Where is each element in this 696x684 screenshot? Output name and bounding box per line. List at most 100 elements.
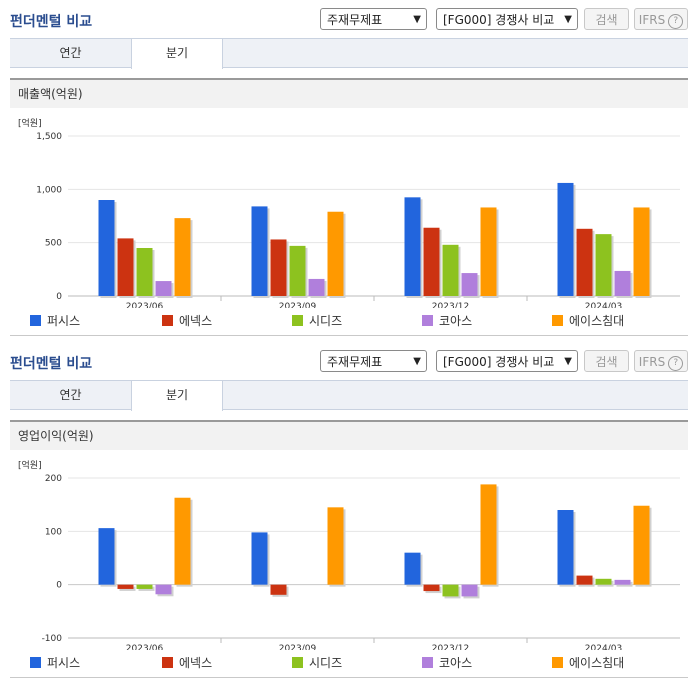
bar: [98, 200, 115, 296]
x-tick-label: 2023/12: [432, 302, 469, 308]
legend-label: 코아스: [439, 314, 473, 328]
legend-label: 퍼시스: [47, 656, 81, 670]
unit-label: [억원]: [18, 459, 42, 471]
bar: [576, 228, 593, 296]
search-button[interactable]: 검색: [584, 350, 629, 372]
bar: [461, 273, 478, 296]
y-tick-label: 0: [56, 292, 62, 302]
legend-swatch: [422, 657, 433, 668]
statement-type-select[interactable]: 주재무제표 ▼: [320, 350, 427, 372]
search-button[interactable]: 검색: [584, 8, 629, 30]
chart-title: 영업이익(억원): [10, 420, 688, 450]
bar: [117, 584, 134, 589]
peer-group-value: [FG000] 경쟁사 비교: [443, 355, 555, 369]
y-tick-label: 0: [56, 581, 62, 591]
legend-swatch: [162, 315, 173, 326]
legend-item[interactable]: 에이스침대: [552, 654, 624, 671]
legend-label: 에이스침대: [569, 314, 625, 328]
bar: [423, 227, 440, 296]
bar: [576, 575, 593, 585]
search-button-label: 검색: [595, 355, 618, 369]
bar: [404, 197, 421, 296]
bar: [136, 248, 153, 296]
bar: [633, 207, 650, 296]
tab-quarterly-label: 분기: [165, 46, 189, 60]
help-icon[interactable]: ?: [668, 356, 684, 371]
chart-legend: 퍼시스 에넥스 시디즈 코아스 에이스침대: [30, 312, 670, 330]
peer-group-select[interactable]: [FG000] 경쟁사 비교 ▼: [436, 350, 578, 372]
bar: [136, 584, 153, 589]
unit-label: [억원]: [18, 117, 42, 129]
x-tick-label: 2023/12: [432, 644, 469, 650]
x-tick-label: 2023/06: [126, 302, 164, 308]
section-title: 펀더멘털 비교: [10, 356, 93, 372]
bar: [155, 281, 172, 296]
fundamental-section-2: 펀더멘털 비교 주재무제표 ▼ [FG000] 경쟁사 비교 ▼ 검색 IFRS…: [0, 342, 696, 684]
legend-swatch: [162, 657, 173, 668]
bar: [251, 206, 268, 296]
peer-group-select[interactable]: [FG000] 경쟁사 비교 ▼: [436, 8, 578, 30]
y-tick-label: 500: [45, 239, 62, 249]
x-tick-label: 2023/09: [279, 302, 317, 308]
bar: [117, 238, 134, 296]
bar: [98, 528, 115, 585]
legend-item[interactable]: 에넥스: [162, 312, 212, 329]
period-tabs: 연간 분기: [10, 380, 688, 411]
bar: [480, 207, 497, 296]
chevron-down-icon: ▼: [564, 14, 572, 25]
tab-quarterly[interactable]: 분기: [131, 39, 223, 69]
bar: [557, 510, 574, 585]
y-tick-label: 200: [45, 474, 62, 484]
legend-item[interactable]: 코아스: [422, 312, 472, 329]
bar: [327, 507, 344, 585]
legend-label: 코아스: [439, 656, 473, 670]
help-icon[interactable]: ?: [668, 14, 684, 29]
legend-label: 퍼시스: [47, 314, 81, 328]
legend-item[interactable]: 에넥스: [162, 654, 212, 671]
legend-swatch: [292, 657, 303, 668]
legend-label: 시디즈: [309, 656, 343, 670]
bar: [442, 244, 459, 296]
bar: [442, 584, 459, 597]
statement-type-select[interactable]: 주재무제표 ▼: [320, 8, 427, 30]
legend-item[interactable]: 시디즈: [292, 312, 342, 329]
ifrs-button[interactable]: IFRS?: [634, 350, 688, 372]
legend-item[interactable]: 퍼시스: [30, 654, 80, 671]
bar: [251, 532, 268, 585]
fundamental-section-1: 펀더멘털 비교 주재무제표 ▼ [FG000] 경쟁사 비교 ▼ 검색 IFRS…: [10, 8, 688, 336]
tab-annual[interactable]: 연간: [10, 39, 131, 68]
divider: [10, 677, 688, 678]
bar: [174, 497, 191, 585]
legend-item[interactable]: 에이스침대: [552, 312, 624, 329]
legend-swatch: [30, 657, 41, 668]
x-tick-label: 2024/03: [585, 644, 622, 650]
legend-item[interactable]: 시디즈: [292, 654, 342, 671]
y-tick-label: 1,500: [36, 132, 62, 142]
tab-annual[interactable]: 연간: [10, 381, 131, 410]
legend-label: 시디즈: [309, 314, 343, 328]
legend-swatch: [422, 315, 433, 326]
legend-item[interactable]: 퍼시스: [30, 312, 80, 329]
bar: [404, 552, 421, 585]
tab-annual-label: 연간: [59, 46, 82, 60]
bar: [270, 239, 287, 296]
chevron-down-icon: ▼: [564, 356, 572, 367]
y-tick-label: 100: [45, 527, 62, 537]
x-tick-label: 2024/03: [585, 302, 622, 308]
period-tabs: 연간 분기: [10, 38, 688, 69]
bar: [270, 584, 287, 595]
bar: [557, 182, 574, 296]
y-tick-label: 1,000: [36, 185, 62, 195]
ifrs-button[interactable]: IFRS?: [634, 8, 688, 30]
y-tick-label: -100: [42, 634, 63, 644]
bar: [595, 578, 612, 585]
bar: [614, 579, 631, 585]
statement-type-value: 주재무제표: [327, 13, 383, 27]
x-tick-label: 2023/09: [279, 644, 317, 650]
bar: [327, 211, 344, 296]
tab-quarterly[interactable]: 분기: [131, 381, 223, 411]
search-button-label: 검색: [595, 13, 618, 27]
legend-swatch: [552, 315, 563, 326]
legend-item[interactable]: 코아스: [422, 654, 472, 671]
bar: [595, 234, 612, 296]
